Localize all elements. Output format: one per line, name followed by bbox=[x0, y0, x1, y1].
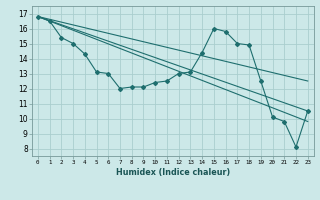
X-axis label: Humidex (Indice chaleur): Humidex (Indice chaleur) bbox=[116, 168, 230, 177]
